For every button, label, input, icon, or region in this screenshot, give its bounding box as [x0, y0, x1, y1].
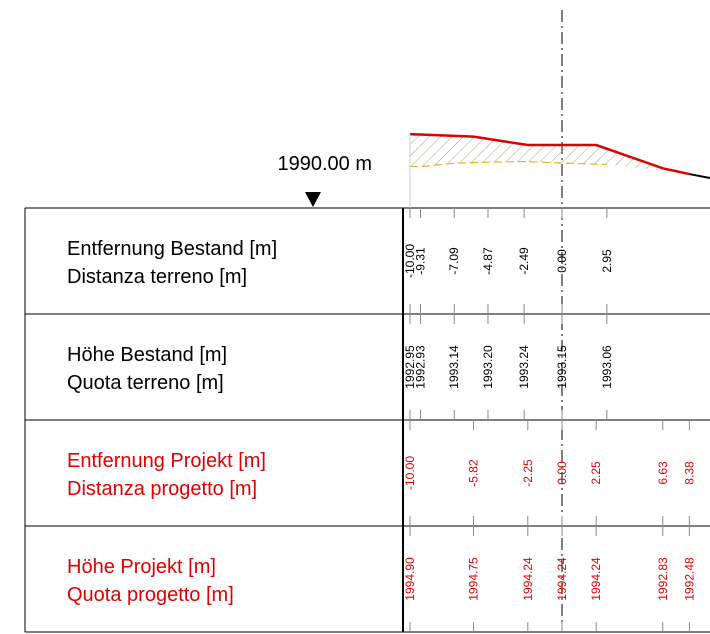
row-value: 1993.15: [555, 345, 569, 389]
terrain-continuation: [689, 173, 710, 180]
row-value: 1994.90: [403, 557, 417, 601]
terrain-line: [409, 160, 607, 168]
hatch-area: [410, 134, 690, 175]
row-value: -10.00: [403, 456, 417, 490]
row-label: Quota terreno [m]: [67, 372, 224, 394]
row-value: 6.63: [656, 461, 670, 485]
reference-arrow: [305, 192, 321, 207]
row-value: 1994.24: [555, 557, 569, 601]
row-label: Höhe Projekt [m]: [67, 556, 216, 578]
row-value: -10.00: [403, 244, 417, 278]
row-value: 1994.24: [521, 557, 535, 601]
row-value: 0.00: [555, 249, 569, 273]
row-value: -2.25: [521, 459, 535, 487]
row-value: -7.09: [447, 247, 461, 275]
row-value: 1994.75: [467, 557, 481, 601]
row-value: 1992.83: [656, 557, 670, 601]
row-value: 1993.20: [481, 345, 495, 389]
row-label: Distanza terreno [m]: [67, 266, 247, 288]
reference-label: 1990.00 m: [277, 153, 372, 175]
row-value: 1993.06: [600, 345, 614, 389]
row-value: 8.38: [682, 461, 696, 485]
row-value: 1994.24: [589, 557, 603, 601]
row-value: 1992.95: [403, 345, 417, 389]
project-line: [409, 132, 690, 176]
row-label: Quota progetto [m]: [67, 584, 234, 606]
row-value: 1992.48: [682, 557, 696, 601]
row-value: -4.87: [481, 247, 495, 275]
row-value: -5.82: [467, 459, 481, 487]
row-label: Distanza progetto [m]: [67, 478, 257, 500]
row-value: 2.25: [589, 461, 603, 485]
row-label: Entfernung Projekt [m]: [67, 450, 266, 472]
row-value: -2.49: [517, 247, 531, 275]
row-value: 1993.14: [447, 345, 461, 389]
row-value: 0.00: [555, 461, 569, 485]
row-value: 1992.93: [413, 345, 427, 389]
row-label: Höhe Bestand [m]: [67, 344, 227, 366]
row-value: 1993.24: [517, 345, 531, 389]
row-value: -9.31: [413, 247, 427, 275]
row-label: Entfernung Bestand [m]: [67, 238, 277, 260]
row-value: 2.95: [600, 249, 614, 273]
